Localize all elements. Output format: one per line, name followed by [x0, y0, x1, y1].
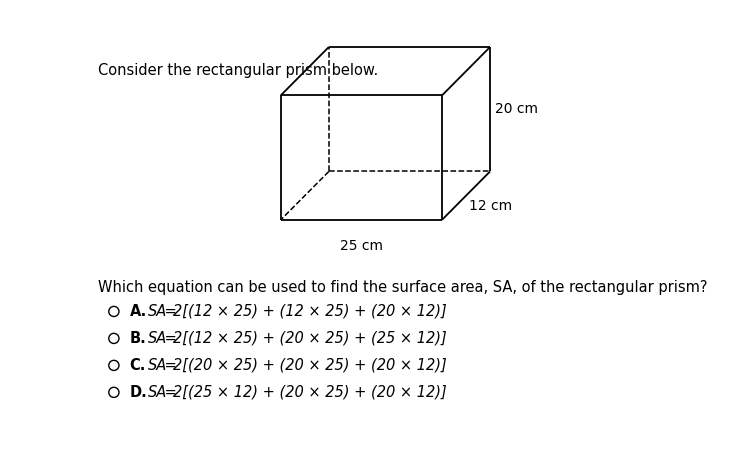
Text: SA: SA: [147, 385, 167, 400]
Text: 2[(12 × 25) + (12 × 25) + (20 × 12)]: 2[(12 × 25) + (12 × 25) + (20 × 12)]: [173, 304, 447, 319]
Text: Consider the rectangular prism below.: Consider the rectangular prism below.: [98, 62, 378, 78]
Text: C.: C.: [130, 358, 146, 373]
Text: A.: A.: [130, 304, 147, 319]
Text: SA: SA: [147, 304, 167, 319]
Text: B.: B.: [130, 331, 147, 346]
Text: =: =: [161, 385, 182, 400]
Text: SA: SA: [147, 358, 167, 373]
Text: =: =: [161, 304, 182, 319]
Text: 2[(25 × 12) + (20 × 25) + (20 × 12)]: 2[(25 × 12) + (20 × 25) + (20 × 12)]: [173, 385, 447, 400]
Text: SA: SA: [147, 331, 167, 346]
Text: Which equation can be used to find the surface area, SA, of the rectangular pris: Which equation can be used to find the s…: [98, 280, 707, 295]
Text: =: =: [161, 358, 182, 373]
Text: D.: D.: [130, 385, 147, 400]
Text: 12 cm: 12 cm: [469, 199, 512, 213]
Text: 20 cm: 20 cm: [495, 102, 537, 116]
Text: 25 cm: 25 cm: [340, 239, 383, 253]
Text: =: =: [161, 331, 182, 346]
Text: 2[(12 × 25) + (20 × 25) + (25 × 12)]: 2[(12 × 25) + (20 × 25) + (25 × 12)]: [173, 331, 447, 346]
Text: 2[(20 × 25) + (20 × 25) + (20 × 12)]: 2[(20 × 25) + (20 × 25) + (20 × 12)]: [173, 358, 447, 373]
